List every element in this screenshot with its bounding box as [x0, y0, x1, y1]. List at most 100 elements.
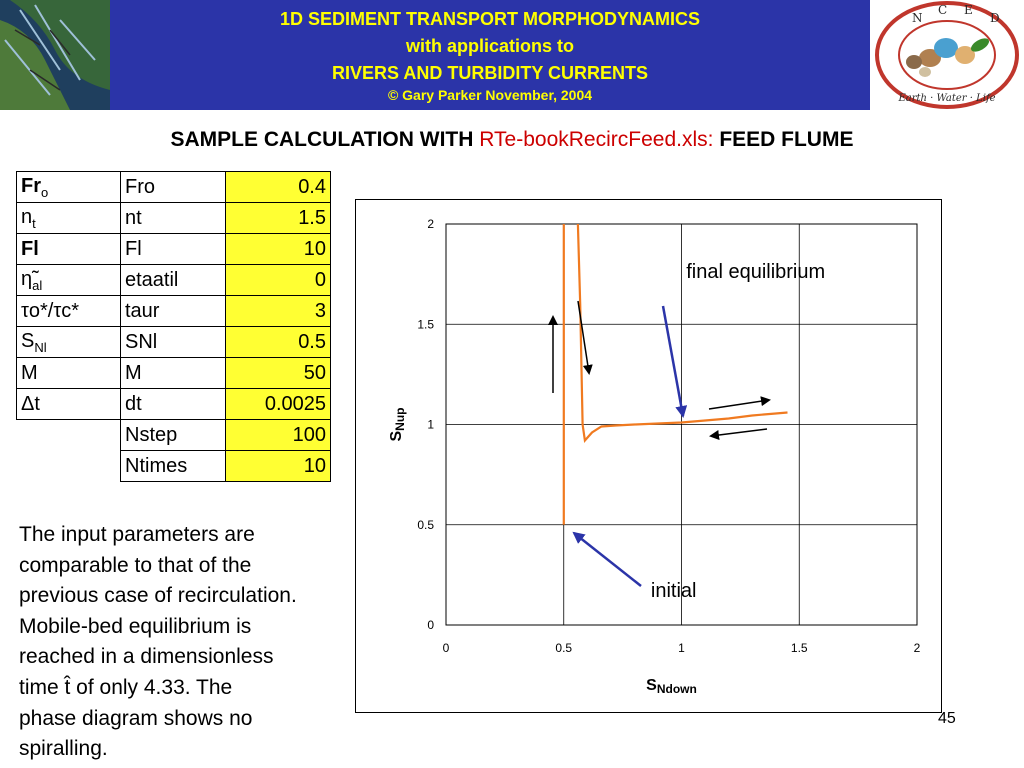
x-tick-label: 2 [914, 641, 921, 655]
description-line: spiralling. [19, 737, 108, 761]
x-tick-label: 0.5 [555, 641, 572, 655]
param-symbol-sub: Nl [34, 339, 47, 355]
param-row: Δt dt 0.0025 [16, 388, 331, 420]
logo-letter-2: C [938, 3, 947, 17]
param-symbol-main: M [21, 361, 38, 384]
annotation-final-equilibrium: final equilibrium [686, 261, 825, 283]
nced-logo: N C E D Earth · Water · Life [870, 0, 1024, 110]
param-value: 0.0025 [225, 388, 331, 420]
page-number: 45 [938, 710, 956, 727]
param-symbol-main: Δt [21, 392, 40, 415]
param-row: nt nt 1.5 [16, 202, 331, 234]
initial-arrow [572, 531, 642, 587]
series-line [562, 224, 788, 525]
description-line: reached in a dimensionless [19, 645, 274, 669]
direction-arrow-down [577, 300, 593, 375]
param-symbol-sub: t [32, 215, 36, 231]
annotation-initial: initial [651, 580, 697, 602]
x-axis-label-main: S [646, 677, 657, 694]
param-name: Ntimes [120, 450, 226, 482]
final-equilibrium-arrow [661, 305, 688, 418]
y-tick-label: 1.5 [417, 317, 434, 331]
logo-letter-3: E [964, 3, 973, 17]
param-symbol: τo*/τc* [16, 295, 121, 327]
param-symbol-main: S [21, 329, 35, 352]
description-line: phase diagram shows no [19, 706, 253, 730]
param-name: dt [120, 388, 226, 420]
param-symbol [17, 451, 121, 482]
delta-satellite-image [0, 0, 110, 110]
x-tick-label: 1 [678, 641, 685, 655]
param-name: taur [120, 295, 226, 327]
description-line: previous case of recirculation. [19, 584, 297, 608]
y-axis-label-sub: Nup [393, 408, 407, 431]
param-symbol: nt [16, 202, 121, 234]
param-value: 50 [225, 357, 331, 389]
param-symbol-main: n [21, 205, 33, 228]
param-symbol-main: τo*/τc* [21, 299, 80, 322]
param-name: etaatil [120, 264, 226, 296]
param-value: 10 [225, 233, 331, 265]
phase-diagram-chart: 0 0.5 1 1.5 2 0 0.5 1 1.5 2 SNdown SNup final equil… [355, 199, 942, 713]
param-symbol: M [16, 357, 121, 389]
param-symbol: Fl [16, 233, 121, 265]
param-symbol [17, 420, 121, 451]
logo-motto: Earth · Water · Life [897, 93, 995, 104]
header-title-line3: RIVERS AND TURBIDITY CURRENTS [331, 63, 649, 83]
header-banner: 1D SEDIMENT TRANSPORT MORPHODYNAMICS wit… [0, 0, 1024, 110]
param-symbol-main: Fl [21, 237, 39, 260]
param-row: τo*/τc* taur 3 [16, 295, 331, 327]
param-name: Fl [120, 233, 226, 265]
param-row: M M 50 [16, 357, 331, 389]
param-name: Fro [120, 171, 226, 203]
param-value: 10 [225, 450, 331, 482]
param-value: 0.4 [225, 171, 331, 203]
param-symbol-sub: al [32, 277, 43, 293]
param-symbol-sub: o [41, 184, 49, 200]
header-title-line1: 1D SEDIMENT TRANSPORT MORPHODYNAMICS [279, 9, 701, 29]
param-symbol-main: Fr [21, 174, 41, 197]
description-line: comparable to that of the [19, 553, 252, 577]
description-line: time t̂ of only 4.33. The [19, 675, 233, 699]
logo-letter-1: N [912, 11, 923, 25]
x-axis-label-sub: Ndown [657, 682, 697, 696]
y-tick-label: 0.5 [417, 518, 434, 532]
param-name: nt [120, 202, 226, 234]
x-tick-label: 0 [443, 641, 450, 655]
direction-arrow-left [709, 428, 768, 440]
param-value: 0 [225, 264, 331, 296]
y-tick-label: 1 [427, 418, 434, 432]
param-value: 100 [225, 419, 331, 451]
param-value: 3 [225, 295, 331, 327]
subtitle-prefix: SAMPLE CALCULATION WITH [170, 128, 474, 151]
description-text: The input parameters are comparable to th… [19, 520, 369, 765]
slide-subtitle: SAMPLE CALCULATION WITH RTe-bookRecircFe… [0, 128, 1024, 152]
param-symbol: η̃al [16, 264, 121, 296]
description-line: Mobile-bed equilibrium is [19, 614, 252, 638]
param-symbol: SNl [16, 326, 121, 358]
param-value: 0.5 [225, 326, 331, 358]
param-row: SNl SNl 0.5 [16, 326, 331, 358]
param-value: 1.5 [225, 202, 331, 234]
direction-arrow-right [708, 396, 771, 410]
param-symbol: Fro [16, 171, 121, 203]
subtitle-file: RTe-bookRecircFeed.xls: [479, 128, 714, 151]
description-line: The input parameters are [19, 523, 255, 546]
header-copyright: © Gary Parker November, 2004 [387, 87, 593, 103]
x-axis-label: SNdown [646, 677, 697, 696]
param-name: M [120, 357, 226, 389]
param-name: Nstep [120, 419, 226, 451]
y-tick-label: 0 [427, 618, 434, 632]
subtitle-suffix: FEED FLUME [719, 128, 854, 151]
y-tick-label: 2 [427, 217, 434, 231]
param-symbol-main: η̃ [21, 267, 33, 290]
parameter-table: Fro Fro 0.4 nt nt 1.5 Fl Fl 10 η̃al etaatil 0 τo*/τc… [16, 171, 331, 482]
param-row: Fro Fro 0.4 [16, 171, 331, 203]
header-title-line2: with applications to [405, 36, 574, 56]
param-name: SNl [120, 326, 226, 358]
param-row: Nstep 100 [17, 419, 331, 451]
logo-letter-4: D [990, 11, 1000, 25]
param-row: Ntimes 10 [17, 450, 331, 482]
y-axis-label-main: S [388, 431, 405, 442]
